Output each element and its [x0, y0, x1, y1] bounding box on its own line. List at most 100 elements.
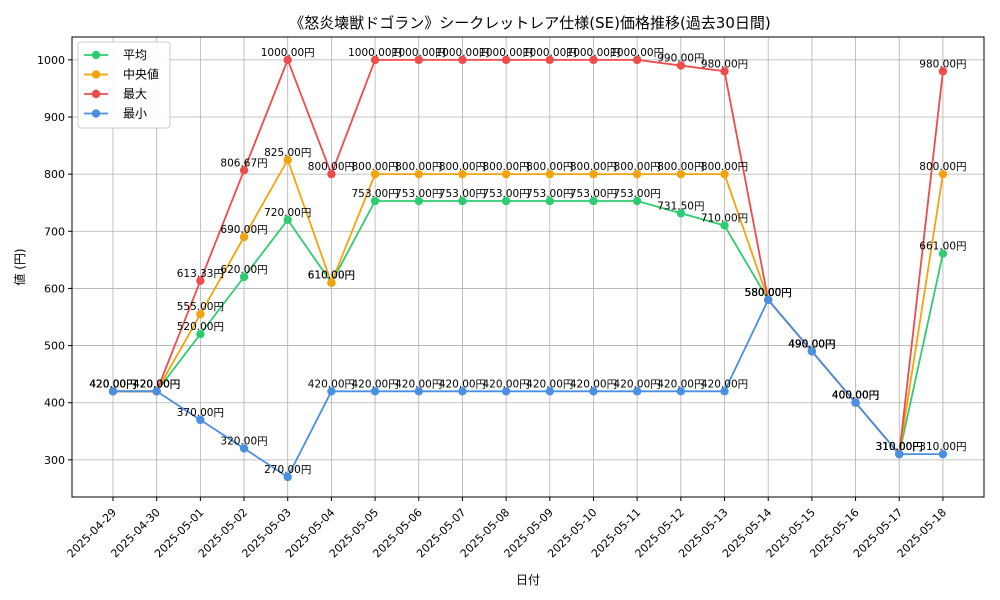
legend-label: 中央値: [123, 67, 159, 82]
data-point: [370, 169, 380, 179]
legend-item: 最大: [84, 87, 147, 101]
chart-title: 《怒炎壊獣ドゴラン》シークレットレア仕様(SE)価格推移(過去30日間): [289, 14, 771, 32]
data-label: 800.00円: [395, 161, 442, 173]
data-label: 580.00円: [745, 287, 792, 299]
data-label: 420.00円: [439, 378, 486, 390]
data-label: 420.00円: [614, 378, 661, 390]
data-label: 753.00円: [570, 188, 617, 200]
data-point: [370, 387, 380, 396]
data-point: [458, 55, 467, 65]
data-point: [283, 215, 292, 225]
data-label: 620.00円: [220, 264, 267, 276]
data-point: [501, 169, 511, 179]
legend-item: 平均: [84, 48, 147, 62]
data-label: 753.00円: [395, 188, 442, 200]
data-point: [239, 232, 249, 242]
data-point: [676, 169, 686, 179]
data-label: 370.00円: [177, 407, 224, 419]
data-point: [196, 309, 205, 319]
series-line: [113, 298, 943, 479]
data-label: 800.00円: [701, 161, 748, 173]
data-point: [458, 169, 467, 179]
data-label: 800.00円: [351, 161, 398, 173]
data-point: [632, 169, 642, 179]
series-line: [113, 57, 944, 457]
data-point: [501, 55, 511, 65]
x-axis-label: 日付: [516, 573, 540, 587]
data-point: [501, 387, 511, 396]
legend-label: 平均: [123, 48, 147, 62]
data-label: 420.00円: [89, 378, 136, 390]
data-point: [239, 444, 249, 453]
data-point: [196, 415, 205, 425]
data-label: 800.00円: [919, 161, 966, 173]
data-point: [196, 329, 205, 339]
y-tick-label: 400: [44, 397, 65, 410]
data-point: [676, 387, 686, 396]
y-axis-label: 値 (円): [12, 248, 27, 285]
data-point: [938, 449, 948, 459]
data-label: 753.00円: [482, 188, 529, 200]
data-label: 1000.00円: [348, 47, 402, 59]
legend-label: 最大: [123, 87, 147, 101]
data-label: 753.00円: [526, 188, 573, 200]
data-label: 490.00円: [788, 338, 835, 350]
data-point: [589, 169, 598, 179]
data-label: 1000.00円: [392, 47, 446, 59]
legend-marker: [91, 70, 101, 79]
data-label: 800.00円: [526, 161, 573, 173]
data-label: 270.00円: [264, 464, 311, 476]
data-point: [807, 347, 817, 356]
data-label: 420.00円: [482, 378, 529, 390]
data-point: [589, 55, 598, 65]
plot-frame: [71, 36, 985, 498]
legend-item: 中央値: [84, 67, 159, 82]
data-label: 555.00円: [177, 301, 224, 313]
data-label: 400.00円: [832, 390, 879, 402]
data-label: 613.33円: [177, 268, 224, 280]
data-label: 661.00円: [919, 241, 966, 253]
data-label: 610.00円: [308, 270, 355, 282]
data-point: [764, 295, 773, 305]
data-point: [414, 387, 423, 396]
legend-marker: [91, 109, 101, 118]
data-point: [676, 209, 686, 218]
data-point: [589, 196, 598, 206]
data-label: 610.00円: [308, 270, 355, 282]
data-label: 320.00円: [220, 435, 267, 447]
data-label: 420.00円: [395, 378, 442, 390]
legend-marker: [91, 50, 101, 60]
data-label: 490.00円: [788, 338, 835, 350]
data-point: [632, 387, 642, 396]
data-point: [283, 155, 292, 165]
data-point: [545, 169, 554, 179]
data-label: 825.00円: [264, 147, 311, 159]
data-label: 400.00円: [832, 390, 879, 402]
data-label: 520.00円: [177, 321, 224, 333]
data-point: [589, 387, 598, 396]
data-point: [108, 387, 118, 396]
data-label: 310.00円: [876, 441, 923, 453]
data-label: 420.00円: [89, 378, 136, 390]
data-label: 310.00円: [876, 441, 923, 453]
data-label: 731.50円: [657, 200, 704, 212]
data-label: 1000.00円: [479, 47, 533, 59]
data-point: [327, 169, 336, 179]
data-point: [501, 196, 511, 206]
y-axis-ticks: 300 400 500 600 700 800 900 1000: [37, 54, 72, 467]
data-point: [370, 196, 380, 206]
data-label: 420.00円: [526, 378, 573, 390]
data-point: [720, 67, 729, 76]
data-label: 490.00円: [788, 338, 835, 350]
data-label: 420.00円: [351, 378, 398, 390]
series-line: [113, 200, 944, 457]
data-label: 1000.00円: [610, 47, 664, 59]
data-point: [283, 472, 292, 482]
data-point: [458, 387, 467, 396]
data-point: [720, 221, 729, 230]
data-label: 800.00円: [308, 161, 355, 173]
data-label: 990.00円: [657, 53, 704, 65]
data-point: [676, 61, 686, 70]
